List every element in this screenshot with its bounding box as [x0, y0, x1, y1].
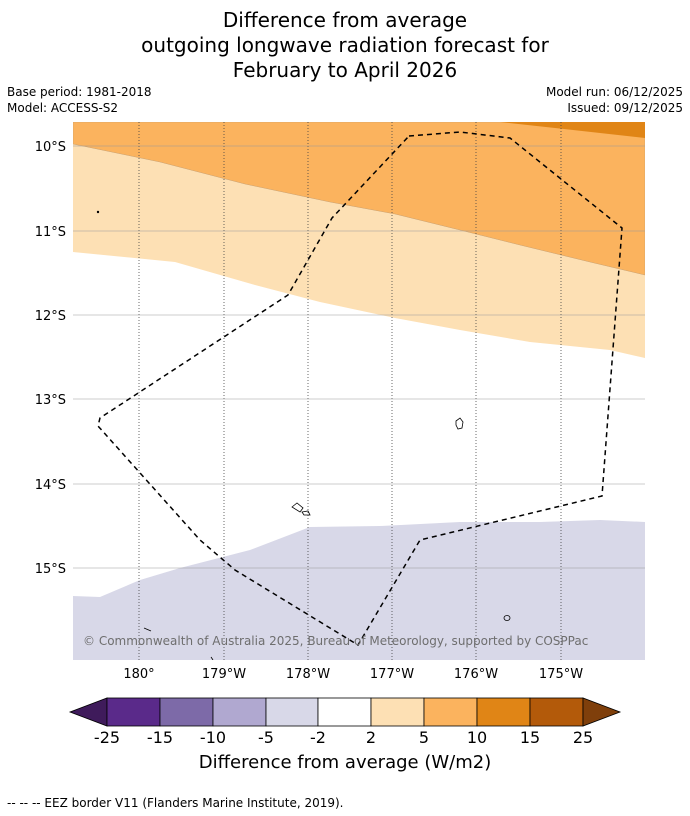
- colorbar-segment: [159, 697, 214, 727]
- islands: [96, 210, 511, 660]
- lat-label: 13°S: [35, 393, 66, 408]
- lon-label: 179°W: [202, 667, 246, 682]
- colorbar-high-extension: [582, 697, 622, 727]
- issued-date: Issued: 09/12/2025: [567, 101, 683, 115]
- lat-label: 11°S: [35, 225, 66, 240]
- map-plot-area: © Commonwealth of Australia 2025, Bureau…: [73, 122, 645, 660]
- colorbar-ticks: -25 -15 -10 -5 -2 2 5 10 15 25: [94, 728, 593, 747]
- lat-label: 14°S: [35, 478, 66, 493]
- latitude-gridlines: [73, 145, 645, 569]
- lat-label: 12°S: [35, 309, 66, 324]
- colorbar-segment: [423, 697, 478, 727]
- anomaly-region-10-to-15: [500, 122, 645, 138]
- colorbar-low-extension: [68, 697, 108, 727]
- island-dot: [96, 210, 100, 214]
- lon-label: 175°W: [539, 667, 583, 682]
- copyright-notice: © Commonwealth of Australia 2025, Bureau…: [83, 634, 588, 648]
- colorbar: [68, 697, 622, 727]
- anomaly-region-neg5-to-neg2: [73, 520, 645, 660]
- island-outline: [210, 656, 214, 660]
- colorbar-tick-label: -2: [310, 728, 326, 747]
- colorbar-segment: [106, 697, 161, 727]
- colorbar-tick-label: 5: [419, 728, 429, 747]
- lat-label: 10°S: [35, 140, 66, 155]
- title-line-2: outgoing longwave radiation forecast for: [141, 33, 549, 57]
- island-outline: [503, 615, 511, 621]
- meta-right: Model run: 06/12/2025 Issued: 09/12/2025: [546, 84, 683, 116]
- anomaly-region-5-to-10: [73, 122, 645, 276]
- model-name: Model: ACCESS-S2: [7, 101, 119, 115]
- lon-label: 176°W: [454, 667, 498, 682]
- lat-label: 15°S: [35, 562, 66, 577]
- colorbar-segment: [476, 697, 531, 727]
- colorbar-label: Difference from average (W/m2): [198, 752, 492, 773]
- colorbar-tick-label: -15: [147, 728, 173, 747]
- longitude-labels: 180° 179°W 178°W 177°W 176°W 175°W: [123, 667, 583, 682]
- chart-title: Difference from average outgoing longwav…: [0, 8, 690, 83]
- colorbar-tick-label: 15: [520, 728, 540, 747]
- colorbar-tick-label: -5: [258, 728, 274, 747]
- meta-left: Base period: 1981-2018 Model: ACCESS-S2: [7, 84, 152, 116]
- lon-label: 178°W: [286, 667, 330, 682]
- model-run: Model run: 06/12/2025: [545, 85, 683, 99]
- lon-label: 177°W: [370, 667, 414, 682]
- colorbar-tick-label: 2: [366, 728, 376, 747]
- eez-legend-note: -- -- -- EEZ border V11 (Flanders Marine…: [7, 796, 344, 810]
- title-line-3: February to April 2026: [232, 58, 458, 82]
- island-outline: [143, 627, 152, 632]
- colorbar-tick-label: 25: [573, 728, 593, 747]
- colorbar-segment: [370, 697, 425, 727]
- island-outline: [291, 502, 304, 513]
- colorbar-segment: [265, 697, 319, 727]
- lon-label: 180°: [123, 667, 154, 682]
- island-outline: [455, 417, 464, 430]
- latitude-labels: 10°S 11°S 12°S 13°S 14°S 15°S: [35, 140, 66, 577]
- colorbar-tick-label: -25: [94, 728, 120, 747]
- colorbar-segment: [212, 697, 267, 727]
- colorbar-segment: [529, 697, 584, 727]
- title-line-1: Difference from average: [222, 8, 468, 32]
- base-period: Base period: 1981-2018: [7, 85, 152, 99]
- eez-border: [97, 131, 623, 647]
- colorbar-tick-label: 10: [467, 728, 487, 747]
- colorbar-segment: [317, 697, 372, 727]
- island-outline: [301, 510, 311, 516]
- colorbar-tick-label: -10: [200, 728, 226, 747]
